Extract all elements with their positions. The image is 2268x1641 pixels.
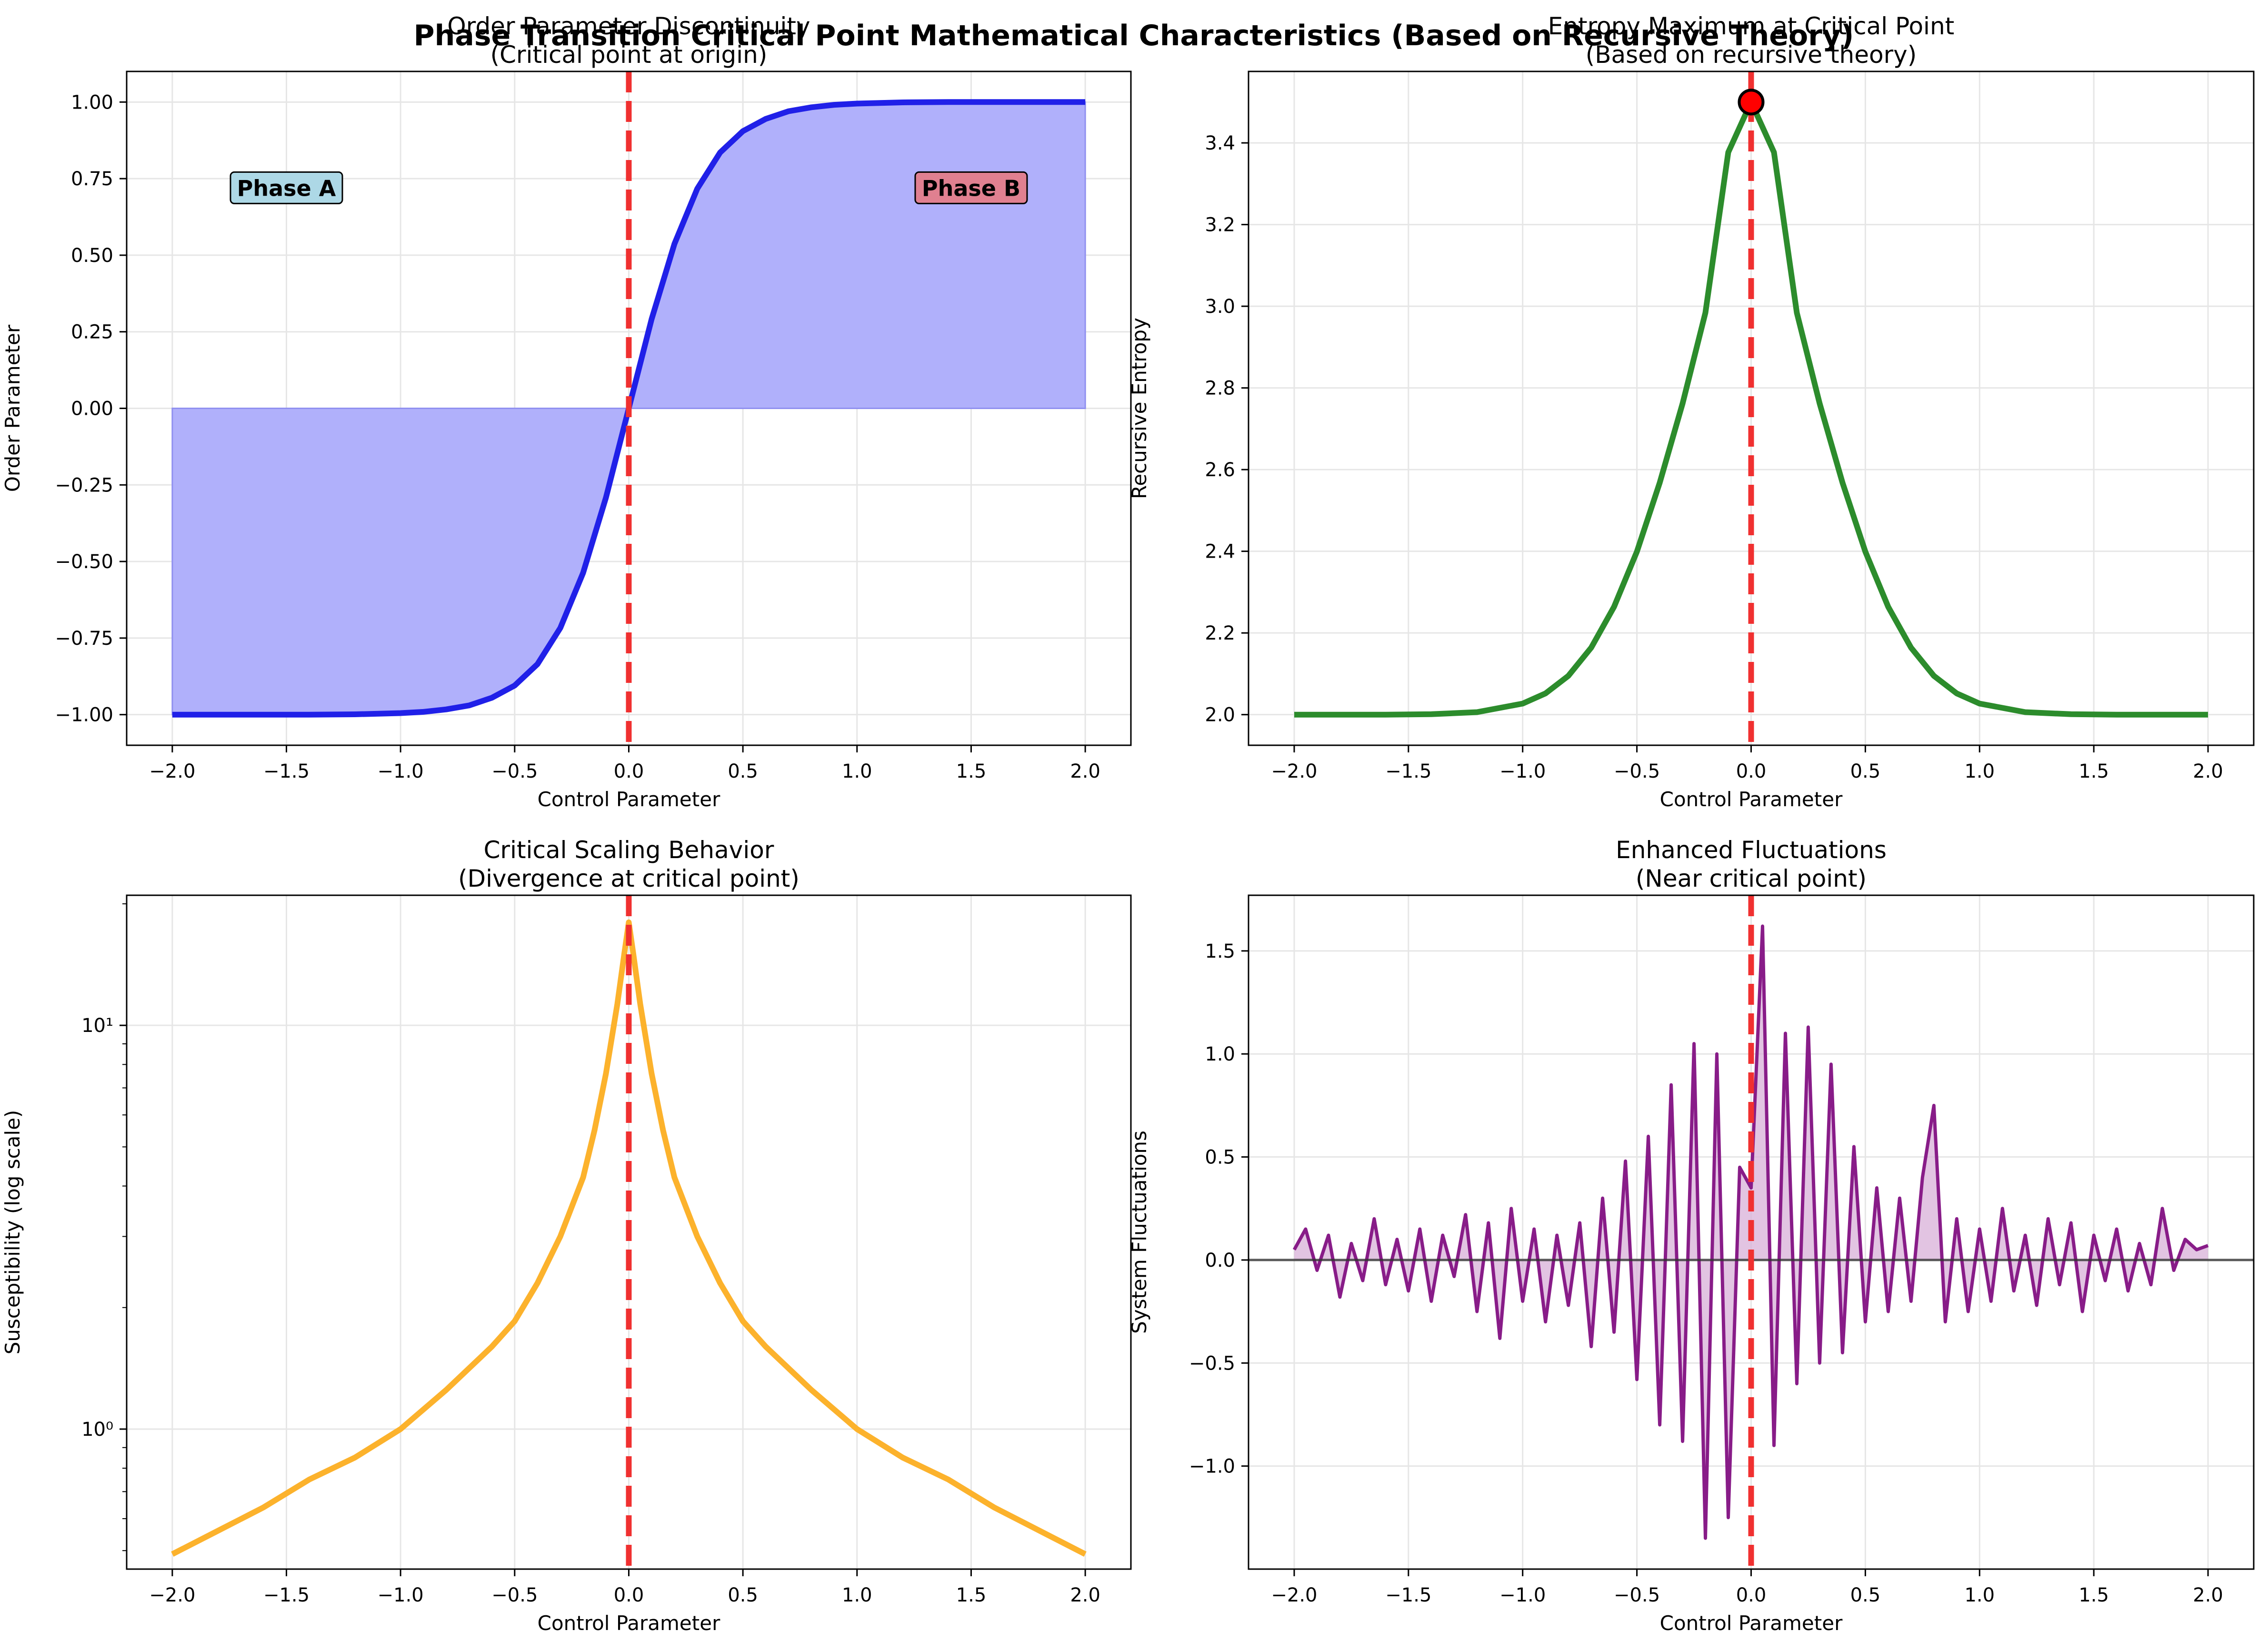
ytick-label-4: 1.0 bbox=[1205, 1043, 1235, 1065]
xtick-label-7: 1.5 bbox=[2078, 1584, 2109, 1606]
panel-subtitle-order: (Critical point at origin) bbox=[490, 41, 768, 69]
xtick-label-4: 0.0 bbox=[614, 1584, 644, 1606]
xlabel-order: Control Parameter bbox=[538, 788, 720, 811]
panel-subtitle-scaling: (Divergence at critical point) bbox=[458, 865, 799, 892]
ytick-label-1: −0.5 bbox=[1189, 1352, 1235, 1374]
ytick-label-1: 10¹ bbox=[81, 1015, 113, 1037]
xtick-label-0: −2.0 bbox=[1271, 1584, 1317, 1606]
xtick-label-2: −1.0 bbox=[378, 1584, 424, 1606]
annotation-box-0 bbox=[230, 171, 343, 204]
panel-title-fluct: Enhanced Fluctuations bbox=[1616, 836, 1887, 864]
ytick-label-2: 0.0 bbox=[1205, 1250, 1235, 1271]
xtick-label-6: 1.0 bbox=[842, 760, 872, 782]
ytick-label-0: 10⁰ bbox=[81, 1419, 113, 1441]
xtick-label-6: 1.0 bbox=[1964, 760, 1995, 782]
series-line-fluct bbox=[1292, 924, 2209, 1540]
ytick-label-0: 2.0 bbox=[1205, 704, 1235, 726]
xtick-label-2: −1.0 bbox=[1499, 1584, 1546, 1606]
xtick-label-3: −0.5 bbox=[1614, 1584, 1660, 1606]
ytick-label-4: 0.00 bbox=[71, 398, 113, 420]
xtick-label-0: −2.0 bbox=[149, 1584, 195, 1606]
ytick-label-3: 2.6 bbox=[1205, 459, 1235, 481]
series-line-scaling bbox=[171, 919, 1087, 1557]
ytick-label-7: 0.75 bbox=[71, 168, 113, 190]
xtick-label-1: −1.5 bbox=[1385, 760, 1431, 782]
xtick-label-7: 1.5 bbox=[2078, 760, 2109, 782]
ytick-label-8: 1.00 bbox=[71, 91, 113, 113]
xtick-label-5: 0.5 bbox=[1850, 1584, 1881, 1606]
ytick-label-6: 3.2 bbox=[1205, 214, 1235, 236]
xtick-label-1: −1.5 bbox=[1385, 1584, 1431, 1606]
panels: Phase A Phase B −2.0 −1.5 −1.0 −0.5 0.0 0.5 1.0 1… bbox=[1, 12, 2255, 1635]
xtick-label-6: 1.0 bbox=[1964, 1584, 1995, 1606]
ylabel-scaling: Susceptibility (log scale) bbox=[1, 1110, 24, 1355]
xtick-label-0: −2.0 bbox=[149, 760, 195, 782]
ytick-label-1: 2.2 bbox=[1205, 622, 1235, 644]
ytick-label-2: −0.50 bbox=[55, 551, 113, 573]
annotation-box-1 bbox=[914, 171, 1028, 204]
xtick-label-2: −1.0 bbox=[378, 760, 424, 782]
xlabel-fluct: Control Parameter bbox=[1660, 1611, 1843, 1635]
ytick-label-1: −0.75 bbox=[55, 628, 113, 650]
xtick-label-3: −0.5 bbox=[1614, 760, 1660, 782]
ytick-label-0: −1.00 bbox=[55, 704, 113, 726]
ytick-label-4: 2.8 bbox=[1205, 378, 1235, 400]
xtick-label-1: −1.5 bbox=[263, 1584, 310, 1606]
xtick-label-3: −0.5 bbox=[491, 1584, 538, 1606]
panel-fluct: −2.0 −1.5 −1.0 −0.5 0.0 0.5 1.0 1.5 2.0 −1.0 −0.5 0… bbox=[1128, 836, 2255, 1635]
xtick-label-4: 0.0 bbox=[1736, 760, 1767, 782]
xtick-label-6: 1.0 bbox=[842, 1584, 872, 1606]
ylabel-entropy: Recursive Entropy bbox=[1128, 318, 1151, 499]
annotation-label-0: Phase A bbox=[237, 175, 336, 201]
xtick-label-4: 0.0 bbox=[614, 760, 644, 782]
xlabel-scaling: Control Parameter bbox=[538, 1611, 720, 1635]
panel-entropy: −2.0 −1.5 −1.0 −0.5 0.0 0.5 1.0 1.5 2.0 2.0 2.2 2.4… bbox=[1128, 12, 2255, 811]
xtick-label-8: 2.0 bbox=[1070, 1584, 1100, 1606]
xtick-label-7: 1.5 bbox=[956, 760, 987, 782]
entropy-max-marker bbox=[1738, 89, 1765, 116]
xtick-label-8: 2.0 bbox=[2193, 760, 2223, 782]
xtick-label-1: −1.5 bbox=[263, 760, 310, 782]
annotation-label-1: Phase B bbox=[922, 175, 1020, 201]
panel-subtitle-entropy: (Based on recursive theory) bbox=[1586, 41, 1917, 69]
xtick-label-8: 2.0 bbox=[1070, 760, 1100, 782]
ytick-label-5: 0.25 bbox=[71, 321, 113, 343]
xtick-label-3: −0.5 bbox=[491, 760, 538, 782]
xtick-label-8: 2.0 bbox=[2193, 1584, 2223, 1606]
panel-title-entropy: Entropy Maximum at Critical Point bbox=[1548, 12, 1954, 40]
ylabel-order: Order Parameter bbox=[1, 324, 24, 492]
xtick-label-4: 0.0 bbox=[1736, 1584, 1767, 1606]
ytick-label-5: 3.0 bbox=[1205, 296, 1235, 318]
panel-subtitle-fluct: (Near critical point) bbox=[1636, 865, 1867, 892]
xtick-label-2: −1.0 bbox=[1499, 760, 1546, 782]
panel-title-order: Order Parameter Discontinuity bbox=[447, 12, 810, 40]
ytick-label-3: −0.25 bbox=[55, 474, 113, 496]
ytick-label-2: 2.4 bbox=[1205, 541, 1235, 563]
xtick-label-5: 0.5 bbox=[728, 1584, 758, 1606]
ylabel-fluct: System Fluctuations bbox=[1128, 1131, 1151, 1334]
xtick-label-5: 0.5 bbox=[728, 760, 758, 782]
ytick-label-6: 0.50 bbox=[71, 245, 113, 267]
panel-scaling: −2.0 −1.5 −1.0 −0.5 0.0 0.5 1.0 1.5 2.0 10⁰ 10¹ Con… bbox=[1, 836, 1132, 1635]
panel-title-scaling: Critical Scaling Behavior bbox=[484, 836, 774, 864]
ytick-label-0: −1.0 bbox=[1189, 1456, 1235, 1478]
ytick-label-5: 1.5 bbox=[1205, 941, 1235, 962]
panel-order: Phase A Phase B −2.0 −1.5 −1.0 −0.5 0.0 0.5 1.0 1… bbox=[1, 12, 1132, 811]
xlabel-entropy: Control Parameter bbox=[1660, 788, 1843, 811]
xtick-label-7: 1.5 bbox=[956, 1584, 987, 1606]
xtick-label-0: −2.0 bbox=[1271, 760, 1317, 782]
xtick-label-5: 0.5 bbox=[1850, 760, 1881, 782]
ytick-label-7: 3.4 bbox=[1205, 132, 1235, 154]
figure-suptitle: Phase Transition Critical Point Mathemat… bbox=[414, 19, 1854, 52]
ytick-label-3: 0.5 bbox=[1205, 1147, 1235, 1169]
